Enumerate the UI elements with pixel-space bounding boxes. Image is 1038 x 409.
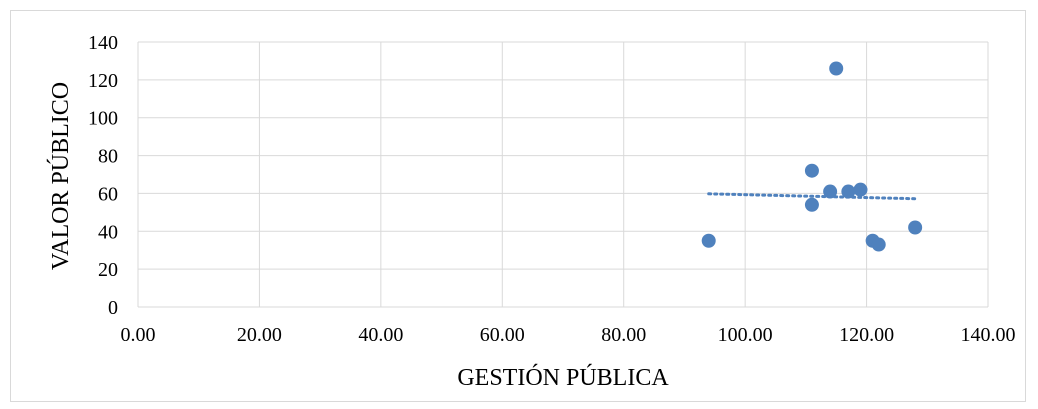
- y-tick-label: 40: [98, 221, 118, 243]
- data-point: [871, 237, 886, 252]
- y-tick-label: 120: [88, 70, 118, 92]
- x-tick-label: 120.00: [839, 324, 894, 346]
- y-tick-label: 100: [88, 108, 118, 130]
- y-axis-title: VALOR PÚBLICO: [47, 82, 74, 270]
- x-tick-label: 0.00: [121, 324, 156, 346]
- data-point: [804, 197, 819, 212]
- x-tick-label: 40.00: [358, 324, 403, 346]
- x-tick-label: 60.00: [480, 324, 525, 346]
- trendline: [707, 192, 917, 201]
- y-tick-label: 20: [98, 259, 118, 281]
- x-tick-label: 140.00: [961, 324, 1016, 346]
- y-tick-label: 60: [98, 183, 118, 205]
- data-point: [701, 233, 716, 248]
- x-axis-title: GESTIÓN PÚBLICA: [457, 364, 669, 391]
- x-tick-label: 20.00: [237, 324, 282, 346]
- data-point: [829, 61, 844, 76]
- grid-lines: [137, 41, 989, 308]
- data-point: [841, 184, 856, 199]
- data-points: [701, 61, 923, 252]
- y-tick-label: 140: [88, 32, 118, 54]
- x-tick-label: 80.00: [601, 324, 646, 346]
- y-tick-labels: 0 20 40 60 80 100 120 140: [88, 32, 118, 319]
- x-tick-labels: 0.00 20.00 40.00 60.00 80.00 100.00 120.00 140.…: [121, 324, 1016, 346]
- data-point: [908, 220, 923, 235]
- data-point: [853, 182, 868, 197]
- chart-frame: [10, 10, 1026, 402]
- y-tick-label: 80: [98, 146, 118, 168]
- x-tick-label: 100.00: [718, 324, 773, 346]
- data-point: [823, 184, 838, 199]
- y-tick-label: 0: [108, 297, 118, 319]
- trendline-group: [707, 192, 917, 201]
- data-point: [804, 163, 819, 178]
